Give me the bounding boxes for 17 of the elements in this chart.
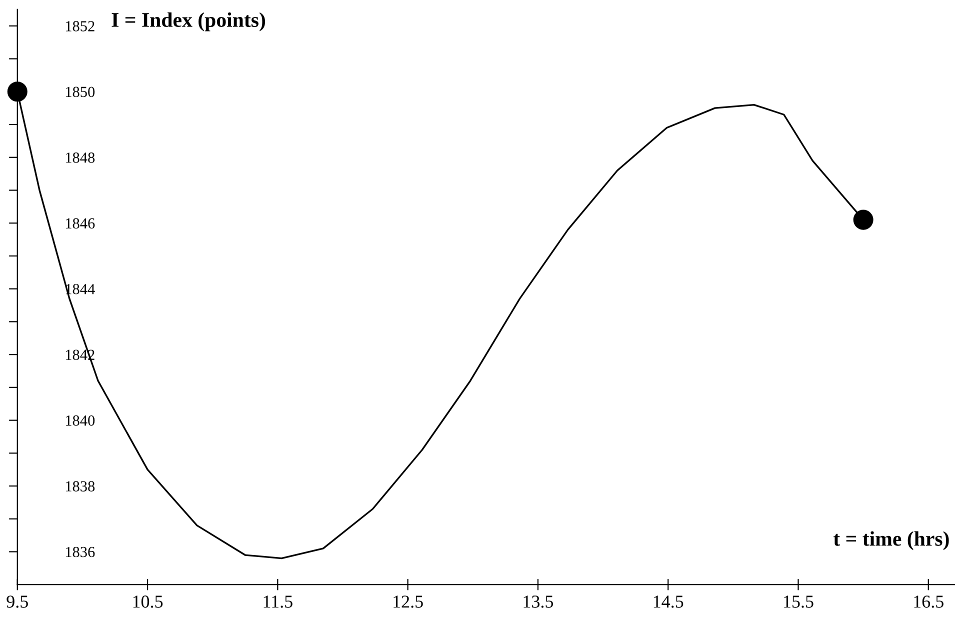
x-tick-label: 13.5	[524, 596, 554, 608]
x-tick-label: 12.5	[394, 596, 423, 608]
x-tick-label: 14.5	[654, 596, 684, 608]
y-tick-label: 1852	[66, 21, 94, 32]
x-tick-label: 9.5	[6, 596, 28, 608]
y-tick-label: 1850	[66, 86, 95, 98]
y-axis-title: I = Index (points)	[112, 12, 266, 32]
y-tick-label: 1848	[66, 152, 95, 163]
x-tick-label: 11.5	[264, 596, 292, 608]
x-tick-label: 10.5	[133, 596, 163, 608]
y-tick-label: 1846	[66, 218, 95, 229]
x-tick-label: 16.5	[914, 596, 944, 608]
y-tick-label: 1840	[66, 415, 95, 426]
y-tick-label: 1836	[66, 546, 95, 558]
x-axis-title: t = time (hrs)	[833, 531, 949, 550]
x-tick-label: 15.5	[784, 596, 814, 608]
y-tick-label: 1838	[66, 481, 95, 492]
